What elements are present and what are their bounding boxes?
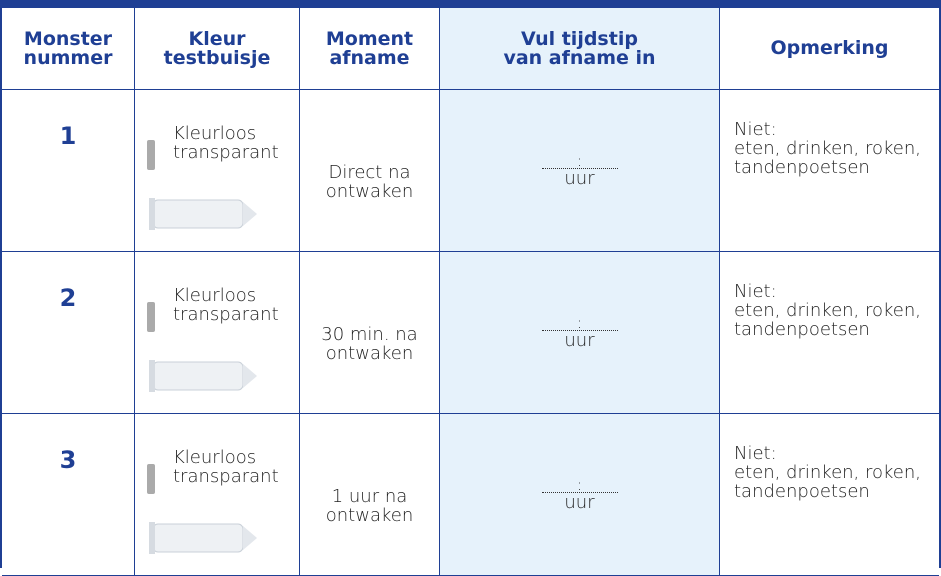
moment-text: Direct na <box>328 161 411 183</box>
number-cell: 1 <box>2 90 135 252</box>
remark-cell: Niet: eten, drinken, roken, tandenpoetsen <box>720 414 939 576</box>
moment-text: ontwaken <box>325 180 414 202</box>
time-field: : <box>541 152 618 169</box>
header-text: Moment <box>325 27 414 50</box>
color-cell: Kleurloos transparant <box>135 90 300 252</box>
color-text: Kleurloos <box>173 123 257 144</box>
moment-cell: 1 uur na ontwaken <box>300 414 440 576</box>
header-cell: Vul tijdstip van afname in <box>440 8 720 90</box>
header-text: Opmerking <box>770 37 889 59</box>
remark-text: tandenpoetsen <box>734 319 870 340</box>
moment-cell: 30 min. na ontwaken <box>300 252 440 414</box>
header-text: Kleur <box>188 27 246 50</box>
tube-icon <box>147 302 257 392</box>
top-band <box>0 0 941 6</box>
header-text: Vul tijdstip <box>521 27 638 50</box>
sample-number: 3 <box>59 446 77 474</box>
header-cell: Moment afname <box>300 8 440 90</box>
remark-text: Niet: <box>734 281 777 302</box>
remark-text: eten, drinken, roken, <box>734 300 922 321</box>
header-cell: Kleur testbuisje <box>135 8 300 90</box>
moment-text: 30 min. na <box>321 323 418 345</box>
tube-icon <box>147 140 257 230</box>
color-text: transparant <box>173 466 279 487</box>
header-text: van afname in <box>503 46 656 69</box>
header-text: nummer <box>23 46 113 69</box>
moment-text: 1 uur na <box>331 485 408 507</box>
time-cell: : uur <box>440 252 720 414</box>
moment-text: ontwaken <box>325 504 414 526</box>
color-cell: Kleurloos transparant <box>135 252 300 414</box>
time-unit: uur <box>564 167 595 189</box>
time-cell: : uur <box>440 414 720 576</box>
remark-text: tandenpoetsen <box>734 157 870 178</box>
color-text: Kleurloos <box>173 447 257 468</box>
color-cell: Kleurloos transparant <box>135 414 300 576</box>
moment-text: ontwaken <box>325 342 414 364</box>
time-cell: : uur <box>440 90 720 252</box>
table: Monster nummer Kleur testbuisje Moment afname… <box>0 6 941 576</box>
remark-cell: Niet: eten, drinken, roken, tandenpoetsen <box>720 252 939 414</box>
remark-text: Niet: <box>734 119 777 140</box>
time-unit: uur <box>564 329 595 351</box>
header-cell: Opmerking <box>720 8 939 90</box>
sample-number: 1 <box>59 122 77 150</box>
sample-number: 2 <box>59 284 77 312</box>
header-text: testbuisje <box>163 46 271 69</box>
header-text: afname <box>329 46 410 69</box>
header-cell: Monster nummer <box>2 8 135 90</box>
time-unit: uur <box>564 491 595 513</box>
remark-cell: Niet: eten, drinken, roken, tandenpoetsen <box>720 90 939 252</box>
number-cell: 2 <box>2 252 135 414</box>
header-text: Monster <box>23 27 113 50</box>
moment-cell: Direct na ontwaken <box>300 90 440 252</box>
number-cell: 3 <box>2 414 135 576</box>
color-text: transparant <box>173 142 279 163</box>
remark-text: Niet: <box>734 443 777 464</box>
time-field: : <box>541 314 618 331</box>
time-field: : <box>541 476 618 493</box>
remark-text: eten, drinken, roken, <box>734 462 922 483</box>
color-text: Kleurloos <box>173 285 257 306</box>
color-text: transparant <box>173 304 279 325</box>
remark-text: eten, drinken, roken, <box>734 138 922 159</box>
remark-text: tandenpoetsen <box>734 481 870 502</box>
tube-icon <box>147 464 257 554</box>
